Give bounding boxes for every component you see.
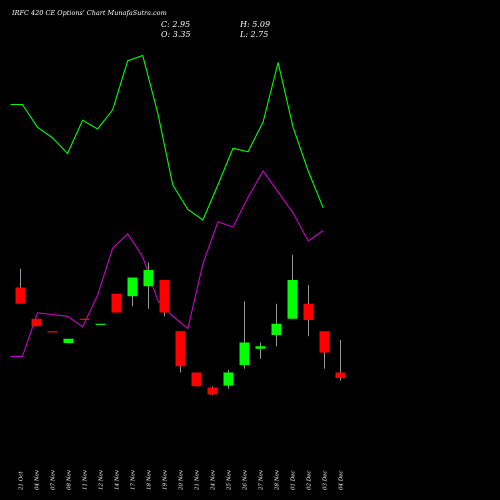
open-value: O: 3.35: [161, 30, 191, 39]
high-value: H: 5.09: [240, 20, 271, 29]
candle-body: [79, 318, 90, 320]
x-tick-label: 27 Nov: [259, 469, 265, 491]
candle-body: [127, 277, 138, 297]
candle-body: [255, 346, 266, 349]
candle-body: [207, 387, 218, 395]
x-tick-label: 11 Nov: [83, 469, 89, 490]
x-tick-label: 19 Nov: [163, 469, 169, 490]
x-axis-ticks: 21 Oct 04 Nov 07 Nov 08 Nov 11 Nov 12 Nov 14 N…: [19, 469, 345, 491]
low-value: L: 2.75: [240, 30, 269, 39]
candle-body: [47, 331, 58, 333]
candle-body: [271, 323, 282, 335]
x-tick-label: 28 Nov: [275, 469, 281, 491]
x-tick-label: 21 Oct: [19, 471, 25, 491]
x-tick-label: 14 Nov: [115, 469, 121, 490]
candle-body: [239, 342, 250, 365]
candle-body: [63, 338, 74, 344]
x-tick-label: 20 Nov: [179, 469, 185, 491]
candle-body: [223, 372, 234, 386]
x-tick-label: 17 Nov: [131, 469, 137, 490]
candle-body: [335, 372, 346, 379]
candle-body: [175, 331, 186, 367]
candle-body: [143, 270, 154, 287]
x-tick-label: 03 Dec: [323, 471, 329, 491]
candle-body: [191, 372, 202, 387]
x-tick-label: 01 Dec: [291, 471, 297, 491]
chart-title: IRFC 420 CE Options' Chart MunafaSutra.c…: [12, 9, 167, 17]
candle-body: [287, 280, 298, 319]
x-tick-label: 04 Nov: [35, 469, 41, 490]
x-tick-label: 26 Nov: [243, 469, 249, 491]
x-tick-label: 08 Nov: [67, 469, 73, 490]
candle-body: [303, 303, 314, 320]
candle-body: [159, 280, 170, 313]
green-indicator-line: [10, 54, 324, 221]
x-tick-label: 18 Nov: [147, 469, 153, 490]
candle-body: [31, 318, 42, 327]
candle-body: [111, 293, 122, 313]
x-tick-label: 07 Nov: [51, 469, 57, 490]
x-tick-label: 12 Nov: [99, 469, 105, 490]
close-value: C: 2.95: [161, 20, 191, 29]
candle-body: [95, 323, 106, 325]
candle-body: [15, 287, 26, 304]
x-tick-label: 24 Nov: [211, 469, 217, 491]
x-tick-label: 21 Nov: [195, 469, 201, 491]
candle-body: [319, 331, 330, 353]
candles: [15, 255, 346, 395]
x-tick-label: 02 Dec: [307, 471, 313, 491]
x-tick-label: 04 Dec: [339, 471, 345, 491]
x-tick-label: 25 Nov: [227, 469, 233, 491]
